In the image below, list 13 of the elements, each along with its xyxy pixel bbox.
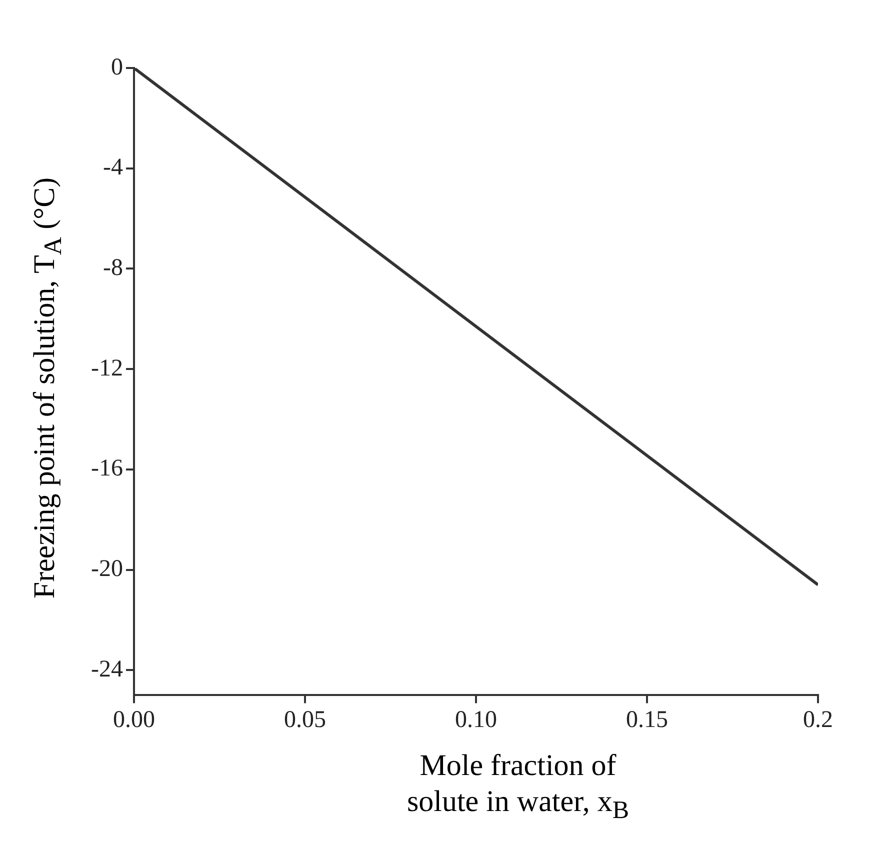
x-axis-title: Mole fraction of solute in water, x$_{B}$ <box>406 748 630 826</box>
y-tick-label: -12 <box>90 355 123 382</box>
y-tick-label: -24 <box>90 656 123 682</box>
x-tick-label: 0.00 <box>112 706 155 733</box>
x-tick-label: 0.10 <box>454 706 497 733</box>
y-tick-label: -16 <box>90 456 123 482</box>
y-tick-label: 0 <box>110 54 123 80</box>
x-tick-label: 0.05 <box>284 706 326 733</box>
y-tick-label: -4 <box>102 154 123 181</box>
x-tick-label: 0.15 <box>626 706 668 733</box>
y-tick-label: -8 <box>102 255 123 281</box>
y-tick-label: -20 <box>90 556 123 582</box>
x-tick-label: 0.2 <box>803 706 833 733</box>
